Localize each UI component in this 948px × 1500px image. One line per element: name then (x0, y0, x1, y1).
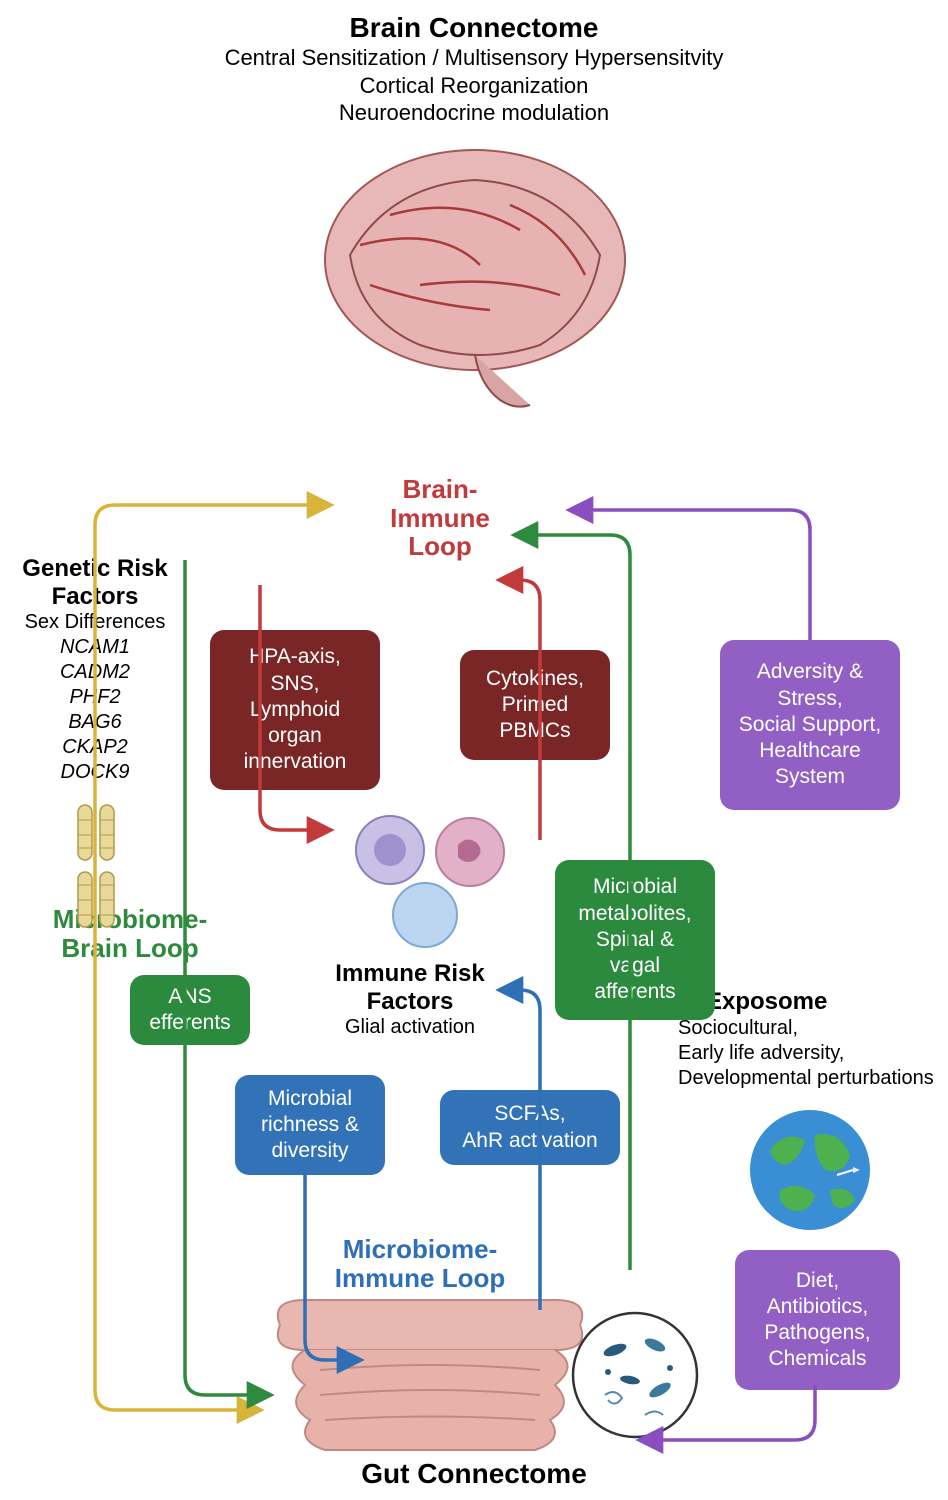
hpa-axis-box: HPA-axis,SNS,Lymphoidorganinnervation (210, 630, 380, 790)
cytokines-box: Cytokines,PrimedPBMCs (460, 650, 610, 760)
brain-icon (300, 135, 650, 415)
exposome-title: Exposome (678, 988, 943, 1016)
microbial-richness-box: Microbialrichness &diversity (235, 1075, 385, 1175)
microbiome-brain-loop-label: Microbiome- Brain Loop (30, 905, 230, 962)
exposome-list: Sociocultural, Early life adversity, Dev… (678, 1016, 943, 1091)
immune-risk-title: Immune RiskFactors (295, 960, 525, 1015)
chromosome-icon (70, 800, 125, 935)
diet-antibiotics-box: Diet,Antibiotics,Pathogens,Chemicals (735, 1250, 900, 1390)
genetic-risk-title: Genetic RiskFactors (10, 555, 180, 610)
brain-immune-loop-label: Brain- Immune Loop (360, 475, 520, 561)
brain-connectome-sub1: Central Sensitization / Multisensory Hyp… (0, 44, 948, 72)
gut-connectome-title: Gut Connectome (0, 1458, 948, 1490)
globe-icon (745, 1105, 875, 1235)
genetic-risk-list: Sex Differences NCAM1 CADM2 PHF2 BAG6 CK… (10, 610, 180, 785)
immune-cells-icon (345, 810, 535, 950)
brain-connectome-title: Brain Connectome (0, 12, 948, 44)
ans-efferents-box: ANSefferents (130, 975, 250, 1045)
immune-risk-sub: Glial activation (295, 1015, 525, 1040)
microbiome-immune-loop-label: Microbiome- Immune Loop (310, 1235, 530, 1292)
microbial-metabolites-box: Microbialmetabolites,Spinal &vagalaffere… (555, 860, 715, 1020)
microbes-icon (560, 1300, 710, 1450)
brain-connectome-sub2: Cortical Reorganization (0, 72, 948, 100)
scfa-box: SCFAs,AhR activation (440, 1090, 620, 1165)
gut-icon (250, 1285, 610, 1475)
adversity-stress-box: Adversity &Stress,Social Support,Healthc… (720, 640, 900, 810)
brain-connectome-sub3: Neuroendocrine modulation (0, 99, 948, 127)
